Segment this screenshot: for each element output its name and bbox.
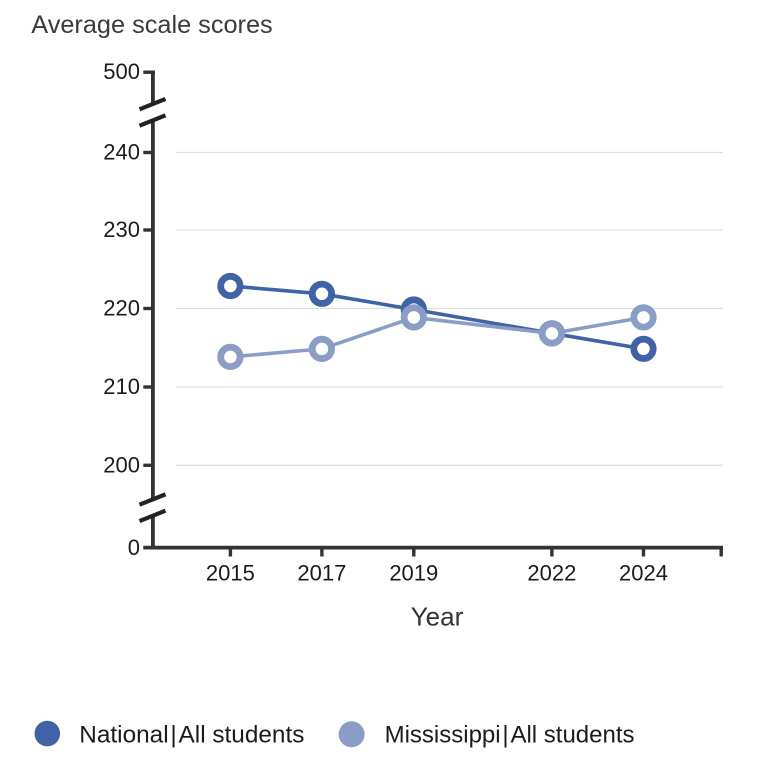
- svg-text:Year: Year: [411, 601, 464, 631]
- svg-text:National|All students: National|All students: [79, 721, 304, 748]
- svg-text:2022: 2022: [527, 561, 576, 586]
- svg-text:240: 240: [103, 140, 140, 165]
- svg-text:210: 210: [103, 374, 140, 399]
- svg-text:230: 230: [103, 217, 140, 242]
- svg-text:200: 200: [103, 452, 140, 477]
- svg-text:Mississippi|All students: Mississippi|All students: [385, 721, 635, 748]
- svg-text:2015: 2015: [206, 561, 255, 586]
- svg-text:Average scale scores: Average scale scores: [31, 11, 272, 39]
- svg-text:220: 220: [103, 296, 140, 321]
- svg-text:0: 0: [128, 535, 140, 560]
- svg-text:2024: 2024: [619, 561, 668, 586]
- svg-text:2017: 2017: [297, 561, 346, 586]
- svg-text:500: 500: [103, 59, 140, 84]
- svg-text:2019: 2019: [389, 561, 438, 586]
